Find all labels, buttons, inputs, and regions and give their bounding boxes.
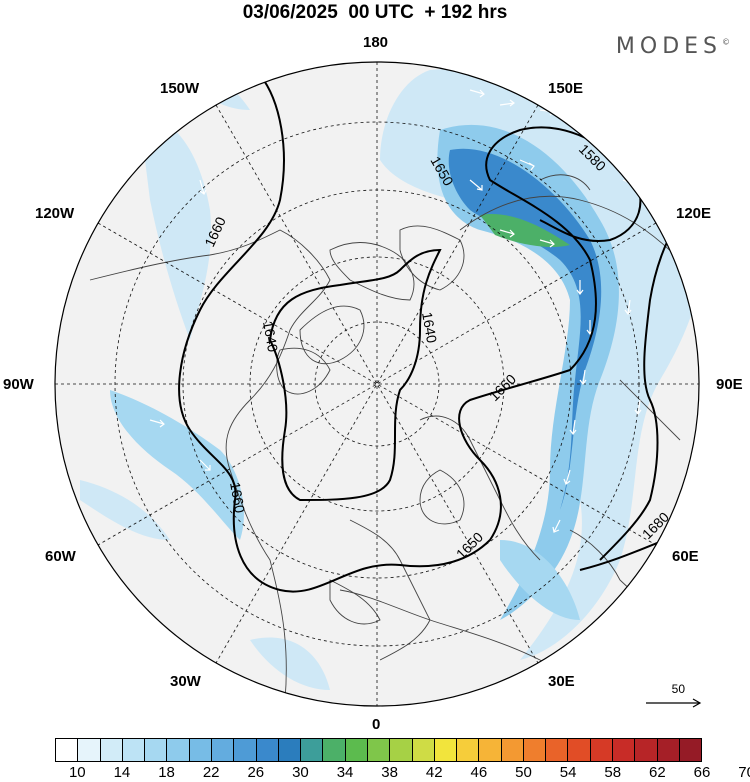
map-disc xyxy=(55,62,699,706)
legend-swatch xyxy=(457,739,480,761)
chart-title: 03/06/2025 00 UTC + 192 hrs xyxy=(242,2,508,23)
legend-swatch xyxy=(546,739,569,761)
contour-label: 1660 xyxy=(227,481,248,515)
legend-tick-label: 18 xyxy=(158,764,175,781)
legend-swatch xyxy=(367,739,391,761)
legend-swatch xyxy=(613,739,636,761)
legend-swatch xyxy=(100,739,123,761)
lon-label-150e: 150E xyxy=(548,80,584,97)
lon-label-90e: 90E xyxy=(716,376,743,393)
lon-label-120w: 120W xyxy=(35,205,75,222)
reference-vector-arrow xyxy=(646,698,702,708)
legend-tick-label: 62 xyxy=(649,764,666,781)
legend-swatch xyxy=(301,739,324,761)
legend-swatch xyxy=(256,739,279,761)
legend-swatch xyxy=(122,739,146,761)
legend-tick-label: 46 xyxy=(470,764,488,781)
legend-swatch xyxy=(345,739,368,761)
legend-swatch xyxy=(590,739,614,761)
legend-swatch xyxy=(189,739,212,761)
lon-label-30e: 30E xyxy=(548,673,575,690)
legend-tick-label: 50 xyxy=(515,764,532,781)
legend-swatch xyxy=(278,739,302,761)
contour-label: 1640 xyxy=(260,320,281,354)
legend-tick-label: 26 xyxy=(247,764,265,781)
lon-label-0: 0 xyxy=(372,716,381,733)
legend-swatch xyxy=(657,739,680,761)
legend-tick-label: 66 xyxy=(693,764,711,781)
legend-swatch xyxy=(523,739,547,761)
legend-swatch xyxy=(501,739,524,761)
legend-tick-label: 10 xyxy=(68,764,86,781)
legend-swatch xyxy=(323,739,346,761)
legend-swatch xyxy=(234,739,257,761)
legend-swatch xyxy=(412,739,435,761)
height-contours xyxy=(178,74,691,593)
legend-tick-label: 42 xyxy=(425,764,443,781)
legend-tick-label: 34 xyxy=(336,764,354,781)
meridians xyxy=(55,62,699,706)
lon-label-60e: 60E xyxy=(672,548,699,565)
map-border xyxy=(54,61,700,707)
legend-swatch xyxy=(434,739,458,761)
lon-label-30w: 30W xyxy=(170,673,201,690)
legend-tick-label: 54 xyxy=(559,764,577,781)
legend-tick-label: 38 xyxy=(381,764,398,781)
legend-swatch xyxy=(635,739,658,761)
lon-label-120e: 120E xyxy=(676,205,712,222)
legend-swatch xyxy=(78,739,101,761)
lon-label-90w: 90W xyxy=(3,376,34,393)
legend-swatch xyxy=(56,739,79,761)
reference-vector-label: 50 xyxy=(671,682,685,696)
brand-mark: © xyxy=(722,37,730,47)
legend-swatch xyxy=(390,739,413,761)
legend-tick-label: 58 xyxy=(604,764,622,781)
contour-label: 1640 xyxy=(419,311,440,345)
legend-tick-label: 30 xyxy=(292,764,309,781)
brand-name: MODES xyxy=(615,34,722,59)
color-legend xyxy=(55,738,702,762)
legend-swatch xyxy=(211,739,235,761)
legend-swatch xyxy=(568,739,591,761)
lon-label-150w: 150W xyxy=(160,80,200,97)
legend-swatch xyxy=(145,739,168,761)
legend-swatch xyxy=(479,739,502,761)
legend-tick-label: 70 xyxy=(738,764,750,781)
legend-tick-label: 14 xyxy=(113,764,131,781)
lon-label-180: 180 xyxy=(363,34,389,51)
brand-logo: MODES© xyxy=(616,34,730,59)
legend-tick-label: 22 xyxy=(202,764,220,781)
lon-label-60w: 60W xyxy=(45,548,76,565)
legend-swatch xyxy=(679,739,702,761)
legend-swatch xyxy=(167,739,190,761)
